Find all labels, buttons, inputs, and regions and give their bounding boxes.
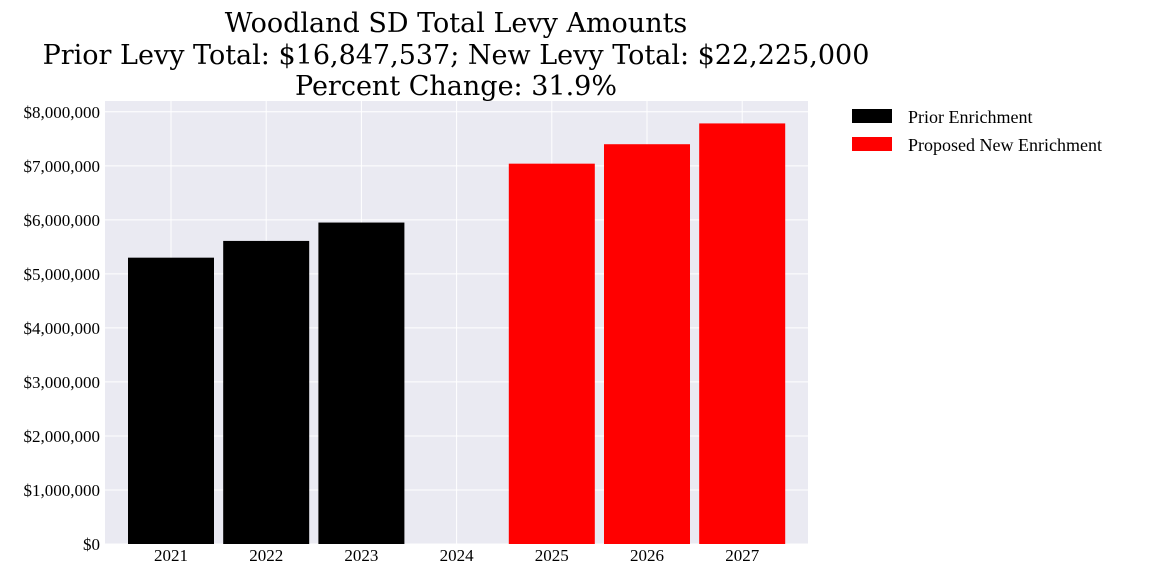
y-tick-label: $3,000,000 bbox=[24, 373, 101, 392]
legend-label-prior-enrichment: Prior Enrichment bbox=[908, 107, 1032, 127]
chart-title: Woodland SD Total Levy Amounts Prior Lev… bbox=[43, 8, 870, 102]
y-tick-label: $5,000,000 bbox=[24, 265, 101, 284]
bars bbox=[128, 123, 786, 545]
x-tick-label: 2027 bbox=[725, 546, 760, 565]
x-tick-label: 2021 bbox=[154, 546, 188, 565]
x-tick-label: 2025 bbox=[535, 546, 569, 565]
x-axis-ticks: 2021 2022 2023 2024 2025 2026 2027 bbox=[154, 546, 760, 565]
chart-title-line-2: Prior Levy Total: $16,847,537; New Levy … bbox=[43, 40, 870, 71]
y-tick-label: $8,000,000 bbox=[24, 103, 101, 122]
bar-proposed-new-enrichment-2027 bbox=[699, 123, 786, 545]
x-tick-label: 2023 bbox=[344, 546, 378, 565]
x-tick-label: 2026 bbox=[630, 546, 664, 565]
legend-swatch-proposed-new-enrichment bbox=[852, 137, 892, 151]
legend-swatch-prior-enrichment bbox=[852, 109, 892, 123]
x-tick-label: 2022 bbox=[249, 546, 283, 565]
bar-proposed-new-enrichment-2025 bbox=[508, 163, 595, 545]
y-tick-label: $6,000,000 bbox=[24, 211, 101, 230]
bar-prior-enrichment-2022 bbox=[223, 240, 310, 545]
legend-label-proposed-new-enrichment: Proposed New Enrichment bbox=[908, 135, 1102, 155]
chart-title-line-1: Woodland SD Total Levy Amounts bbox=[225, 8, 688, 39]
bar-prior-enrichment-2023 bbox=[318, 222, 405, 544]
y-axis-ticks: $0 $1,000,000 $2,000,000 $3,000,000 $4,000,0… bbox=[24, 103, 101, 554]
x-tick-label: 2024 bbox=[440, 546, 475, 565]
bar-prior-enrichment-2021 bbox=[128, 257, 214, 544]
y-tick-label: $0 bbox=[83, 535, 100, 554]
chart-title-line-3: Percent Change: 31.9% bbox=[295, 71, 617, 102]
y-tick-label: $7,000,000 bbox=[24, 157, 101, 176]
bar-proposed-new-enrichment-2026 bbox=[604, 144, 690, 544]
y-tick-label: $1,000,000 bbox=[24, 481, 101, 500]
y-tick-label: $4,000,000 bbox=[24, 319, 101, 338]
legend: Prior Enrichment Proposed New Enrichment bbox=[852, 107, 1102, 155]
y-tick-label: $2,000,000 bbox=[24, 427, 101, 446]
